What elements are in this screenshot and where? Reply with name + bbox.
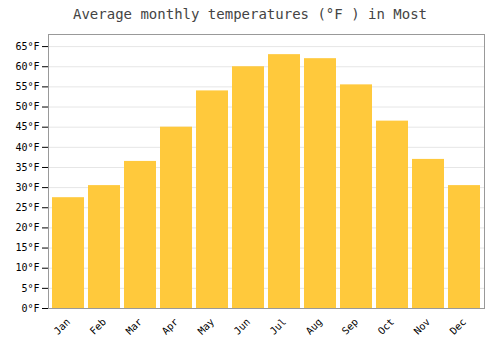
svg-text:Jan: Jan [52, 316, 73, 337]
svg-text:55°F: 55°F [15, 81, 39, 92]
svg-text:30°F: 30°F [15, 182, 39, 193]
svg-text:Jun: Jun [232, 316, 253, 337]
svg-text:Apr: Apr [160, 316, 181, 337]
svg-text:Sep: Sep [340, 316, 361, 337]
svg-text:40°F: 40°F [15, 142, 39, 153]
svg-text:Feb: Feb [88, 316, 109, 337]
svg-text:45°F: 45°F [15, 121, 39, 132]
svg-text:65°F: 65°F [15, 41, 39, 52]
svg-text:Nov: Nov [412, 316, 433, 337]
svg-text:25°F: 25°F [15, 202, 39, 213]
svg-text:10°F: 10°F [15, 262, 39, 273]
svg-text:35°F: 35°F [15, 162, 39, 173]
svg-text:15°F: 15°F [15, 242, 39, 253]
svg-text:Aug: Aug [304, 316, 325, 337]
svg-text:0°F: 0°F [21, 303, 39, 314]
svg-text:20°F: 20°F [15, 222, 39, 233]
svg-text:Mar: Mar [124, 316, 145, 337]
html-text:Average monthly temperatures (: Average monthly temperatures (°F ) in Mo… [73, 6, 427, 22]
svg-text:50°F: 50°F [15, 101, 39, 112]
svg-text:May: May [196, 316, 217, 337]
svg-text:60°F: 60°F [15, 61, 39, 72]
svg-text:Oct: Oct [376, 316, 397, 337]
svg-text:Jul: Jul [268, 316, 289, 337]
svg-text:Dec: Dec [448, 316, 469, 337]
svg-text:5°F: 5°F [21, 283, 39, 294]
